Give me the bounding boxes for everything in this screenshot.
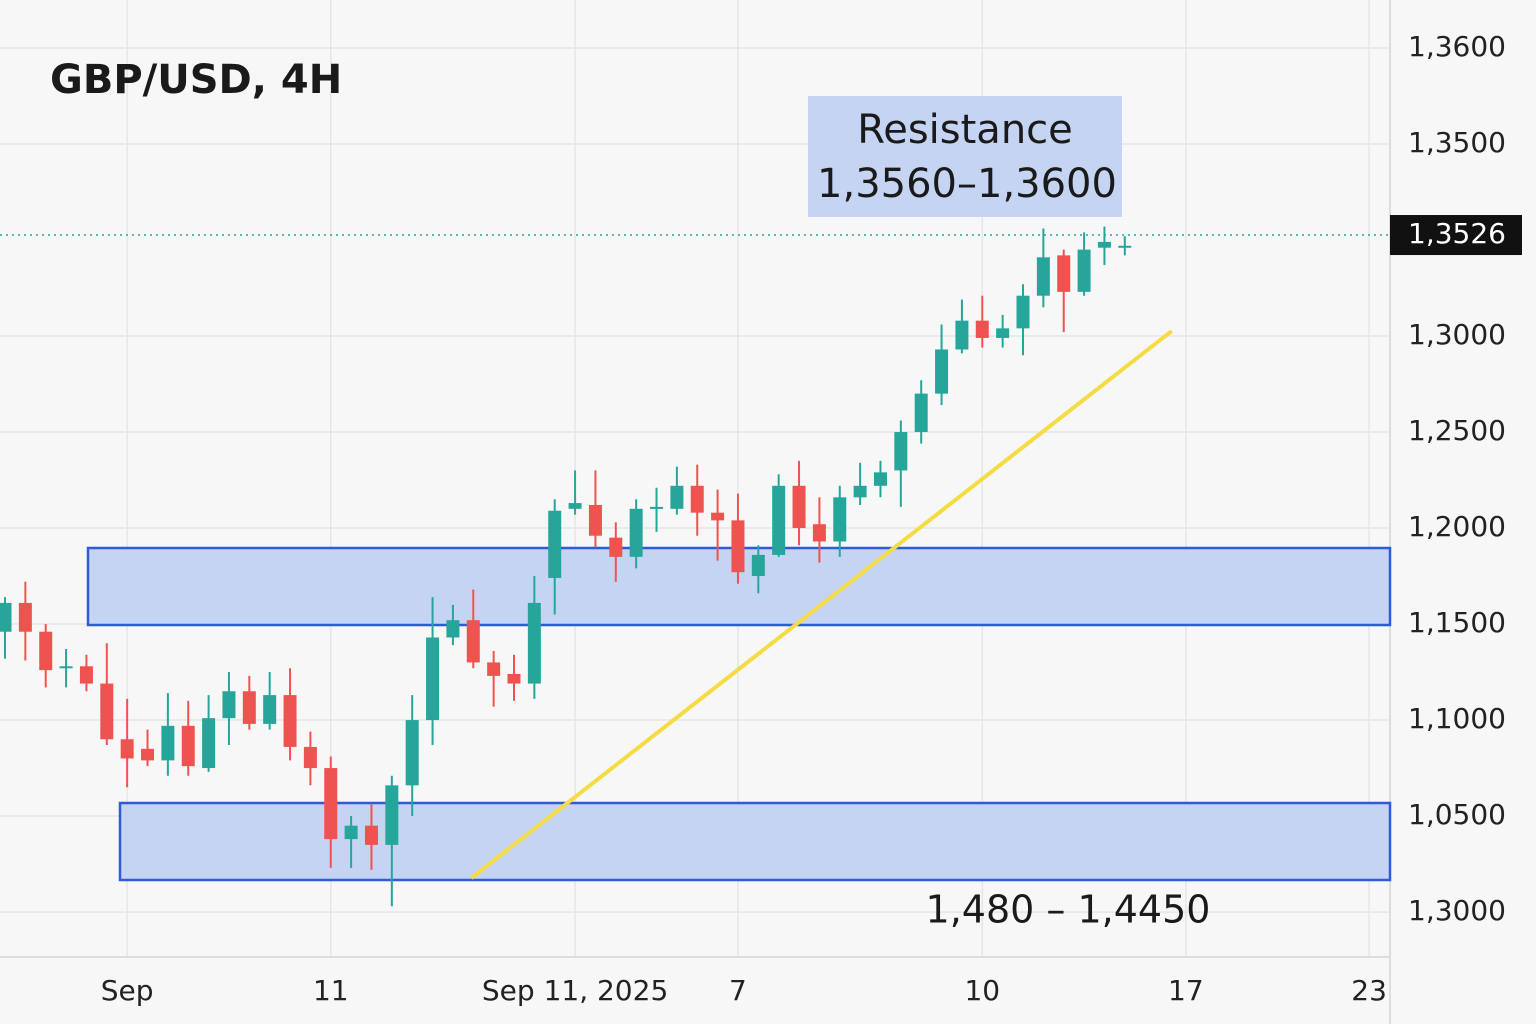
support-range: 1,480 – 1,4450 [926,888,1211,932]
candle-body [1016,295,1030,329]
candle-body [283,695,297,747]
y-tick-label: 1,2500 [1408,414,1506,447]
candle-body [853,485,867,498]
candle-body [181,725,195,767]
last-price-tag [1390,215,1522,256]
candle-body [222,691,236,719]
x-tick-label: Sep [101,974,154,1007]
candle-body [751,554,765,577]
candle-body [344,825,358,840]
candle-body [141,748,155,761]
candle-body [568,503,582,509]
candle-body [833,497,847,542]
candle-body [303,746,317,769]
candle-body [609,537,623,557]
candle-body [548,510,562,578]
resistance-label: Resistance [857,107,1073,153]
y-tick-label: 1,3000 [1408,894,1506,927]
candle-body [894,432,908,471]
candle-body [242,691,256,724]
candle-body [711,512,725,521]
zone [118,801,1392,882]
candle-body [1036,257,1050,296]
candle-body [385,785,399,845]
candle-body [161,725,175,761]
candle-body [935,349,949,394]
candle-body [324,768,338,840]
x-tick-label: 10 [964,974,1000,1007]
x-tick-label: 23 [1351,974,1387,1007]
candle-body [690,485,704,513]
y-tick-label: 1,1000 [1408,702,1506,735]
y-tick-label: 1,3500 [1408,126,1506,159]
y-tick-label: 1,3000 [1408,318,1506,351]
candle-body [1097,241,1111,248]
candle-body [527,602,541,684]
candle-body [588,504,602,536]
candle-body [263,695,277,724]
candle-body [650,506,664,509]
x-tick-label: Sep 11, 2025 [482,974,668,1007]
candle-body [39,631,53,671]
candle-body [792,485,806,529]
candle-body [507,673,521,684]
x-tick-label: 17 [1168,974,1204,1007]
candle-body [202,718,216,769]
candle-body [59,666,73,669]
candle-body [670,485,684,509]
candle-body [975,320,989,338]
x-tick-label: 7 [729,974,747,1007]
y-tick-label: 1,1500 [1408,606,1506,639]
candle-body [120,739,134,759]
candle-body [100,683,114,740]
candle-body [955,320,969,350]
y-tick-label: 1,3600 [1408,30,1506,63]
candle-body [487,662,501,676]
candle-body [812,524,826,542]
candle-body [0,602,12,632]
trendline [470,329,1173,880]
candle-body [914,393,928,433]
candle-body [405,720,419,786]
candle-body [79,666,93,684]
candle-body [18,602,32,632]
y-tick-label: 1,0500 [1408,798,1506,831]
candle-body [1057,255,1071,292]
candle-body [873,472,887,486]
candle-body [996,328,1010,338]
candle-body [446,620,460,638]
candle-body [466,620,480,663]
candle-body [1077,249,1091,292]
last-price-label: 1,3526 [1408,217,1506,250]
y-tick-label: 1,2000 [1408,510,1506,543]
candle-body [629,508,643,557]
candle-body [772,485,786,555]
chart-title: GBP/USD, 4H [50,57,342,103]
candle-body [1118,245,1132,248]
candle-body [426,637,440,721]
x-tick-label: 11 [313,974,349,1007]
candle-body [731,520,745,573]
resistance-range: 1,3560–1,3600 [817,161,1117,207]
candle-body [364,825,378,845]
resistance-box [808,96,1122,217]
